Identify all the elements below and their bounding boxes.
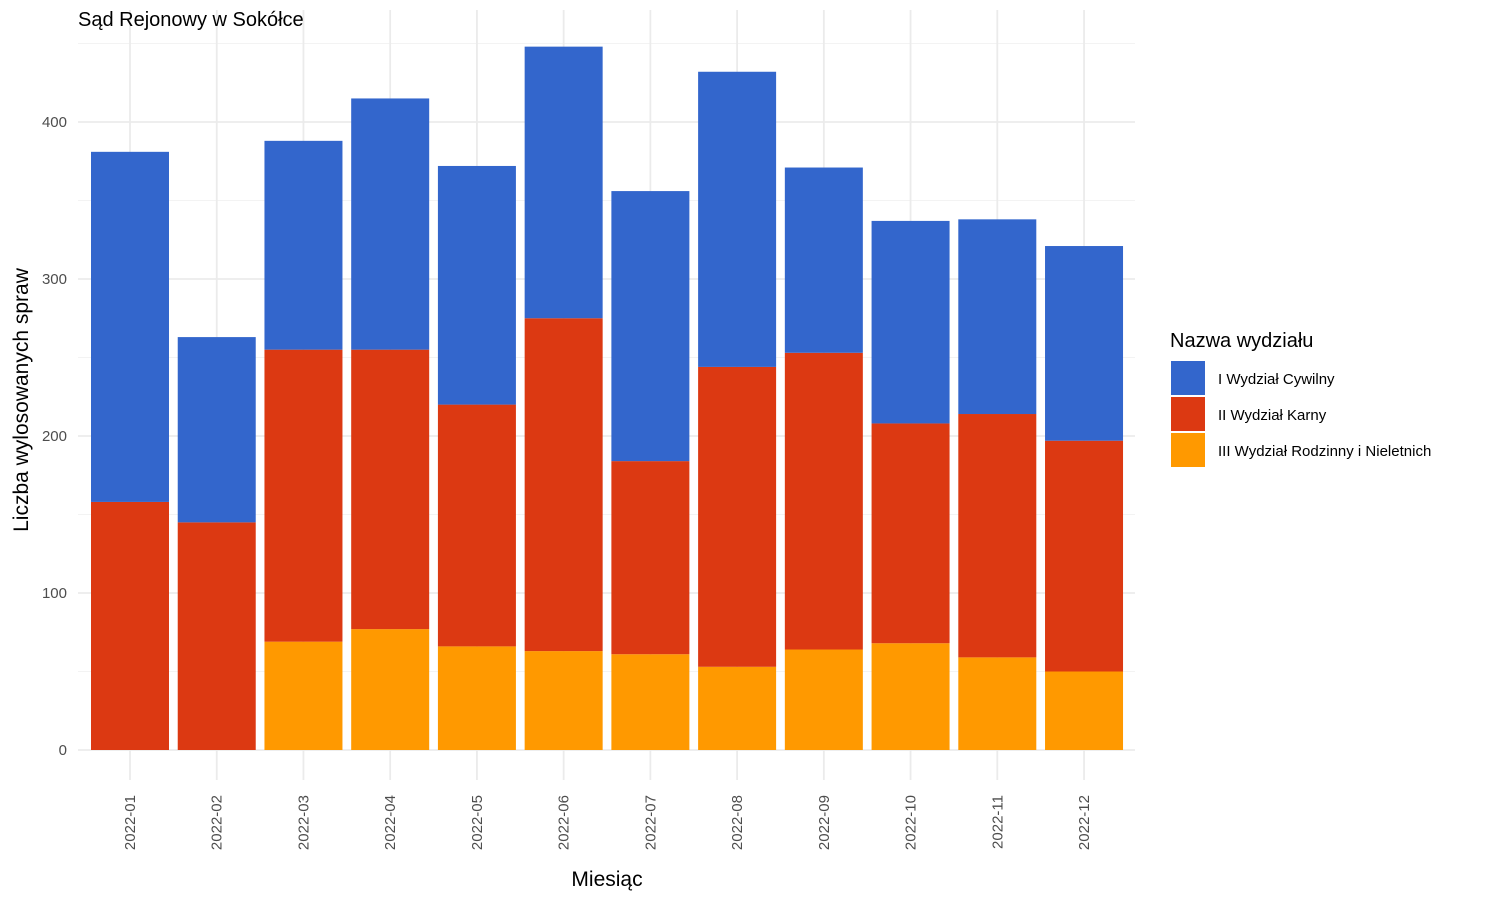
x-tick-label: 2022-07 [642,795,659,850]
chart-title: Sąd Rejonowy w Sokółce [78,9,304,31]
bar-segment [698,366,777,667]
legend-items: I Wydział Cywilny II Wydział Karny III Wyd… [1171,361,1431,467]
bar-segment [958,219,1037,415]
y-axis-title: Liczba wylosowanych spraw [10,267,33,532]
bar-segment [784,649,863,750]
bar-segment [611,461,690,655]
bar-segment [437,404,516,647]
x-tick-label: 2022-03 [295,795,312,850]
x-axis-title: Miesiąc [571,868,642,891]
x-tick-label: 2022-12 [1076,795,1093,850]
x-tick-label: 2022-06 [556,795,573,850]
bar-segment [698,666,777,750]
x-tick-label: 2022-10 [903,795,920,850]
y-tick-label: 100 [42,585,67,602]
bar-segment [264,140,343,350]
bar-segment [524,318,603,652]
y-tick-label: 0 [59,742,67,759]
bar-segment [1045,671,1124,750]
bar-segment [524,651,603,750]
bar-segment [437,165,516,405]
x-tick-label: 2022-01 [122,795,139,850]
legend-swatch [1171,361,1205,395]
bar-segment [871,220,950,424]
x-axis-ticks: 2022-01 2022-02 2022-03 2022-04 2022-05 2022-… [122,795,1093,850]
legend-swatch [1171,433,1205,467]
legend-title: Nazwa wydziału [1170,330,1313,352]
bar-segment [177,337,256,523]
x-tick-label: 2022-08 [729,795,746,850]
legend-label: I Wydział Cywilny [1218,371,1335,388]
bar-segment [524,46,603,319]
legend-label: II Wydział Karny [1218,407,1327,424]
bar-segment [611,654,690,750]
x-tick-label: 2022-04 [382,795,399,850]
y-tick-label: 400 [42,114,67,131]
bar-segment [784,352,863,650]
x-tick-label: 2022-02 [209,795,226,850]
bar-segment [351,98,430,350]
y-tick-label: 300 [42,271,67,288]
bar-segment [958,414,1037,658]
x-tick-label: 2022-05 [469,795,486,850]
bar-segment [91,501,169,750]
bar-segment [1045,246,1124,441]
bar-segment [437,646,516,750]
bar-segment [871,423,950,644]
bar-segment [91,151,169,502]
bar-segment [351,629,430,750]
legend-label: III Wydział Rodzinny i Nieletnich [1218,443,1431,460]
y-tick-label: 200 [42,428,67,445]
bar-segment [784,167,863,353]
y-axis-ticks: 0 100 200 300 400 [42,114,67,759]
bar-segment [958,657,1037,750]
bar-segment [264,641,343,750]
legend-swatch [1171,397,1205,431]
bars [91,46,1124,750]
x-tick-label: 2022-11 [989,795,1006,849]
bar-segment [351,349,430,630]
bar-segment [264,349,343,642]
bar-segment [871,643,950,750]
bar-segment [1045,440,1124,672]
bar-segment [611,191,690,462]
bar-segment [177,522,256,750]
x-tick-label: 2022-09 [816,795,833,850]
legend: Nazwa wydziału I Wydział Cywilny II Wydzi… [1170,330,1431,467]
bar-segment [698,71,777,367]
